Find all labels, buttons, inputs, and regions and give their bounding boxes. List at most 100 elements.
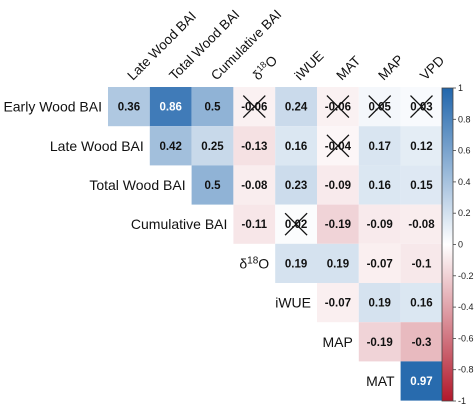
colorbar-tick-label: -0.8 bbox=[458, 365, 474, 375]
heatmap-cell: 0.23 bbox=[275, 165, 317, 205]
heatmap-cell: 0.19 bbox=[358, 283, 401, 323]
cell-background bbox=[317, 204, 359, 244]
cell-background bbox=[233, 165, 276, 205]
cell-value: 0.19 bbox=[285, 258, 307, 270]
heatmap-cell: 0.36 bbox=[108, 87, 150, 127]
cell-value: -0.07 bbox=[367, 258, 393, 270]
cell-background bbox=[233, 126, 276, 166]
cell-background bbox=[317, 243, 359, 283]
cell-background bbox=[358, 165, 401, 205]
heatmap-cell: 0.15 bbox=[400, 165, 443, 205]
cell-background bbox=[317, 283, 359, 323]
heatmap-cell: 0.16 bbox=[358, 165, 401, 205]
colorbar-tick-label: -0.6 bbox=[458, 333, 474, 343]
colorbar: 1 0.8 0.6 0.4 0.2 0 -0.2 -0.4 -0.6 -0.8 -1 bbox=[441, 83, 474, 406]
cell-value: 0.25 bbox=[201, 141, 224, 153]
colorbar-tick-label: 0.2 bbox=[458, 208, 471, 218]
cell-value: 0.36 bbox=[118, 102, 140, 114]
heatmap-cell: 0.5 bbox=[191, 165, 234, 205]
colorbar-tick-label: 1 bbox=[458, 83, 463, 93]
column-label-vpd: VPD bbox=[417, 53, 447, 83]
row-label-cumulative-bai: Cumulative BAI bbox=[131, 216, 227, 232]
colorbar-tick-label: 0.8 bbox=[458, 114, 471, 124]
cell-background bbox=[400, 165, 443, 205]
cell-value: 0.97 bbox=[410, 376, 432, 388]
heatmap-cell: -0.3 bbox=[400, 322, 443, 362]
cell-value: 0.15 bbox=[410, 180, 433, 192]
cell-background bbox=[400, 361, 443, 401]
heatmap-cell: -0.06 bbox=[317, 87, 359, 127]
heatmap-cell: 0.25 bbox=[191, 126, 234, 166]
cell-value: 0.86 bbox=[160, 102, 182, 114]
cell-value: 0.16 bbox=[369, 180, 391, 192]
cell-value: -0.06 bbox=[241, 102, 267, 114]
cell-background bbox=[400, 243, 443, 283]
cell-background bbox=[358, 322, 401, 362]
cell-background bbox=[108, 87, 150, 127]
heatmap-cell: 0.17 bbox=[358, 126, 401, 166]
heatmap-cell: -0.04 bbox=[317, 126, 359, 166]
column-label-delta18o: δ18O bbox=[249, 52, 280, 83]
heatmap-cell: 0.16 bbox=[400, 283, 443, 323]
cell-value: 0.5 bbox=[205, 180, 222, 192]
cell-background bbox=[275, 243, 317, 283]
cell-background bbox=[358, 126, 401, 166]
insignificant-cross-mark bbox=[410, 95, 433, 119]
colorbar-tick-label: -0.2 bbox=[458, 271, 474, 281]
colorbar-tick-label: 0 bbox=[458, 240, 463, 250]
cell-background bbox=[358, 283, 401, 323]
heatmap-cell: 0.24 bbox=[275, 87, 317, 127]
heatmap-cell: -0.09 bbox=[317, 165, 359, 205]
cell-value: -0.11 bbox=[242, 219, 268, 231]
heatmap-cell: -0.06 bbox=[233, 87, 276, 127]
heatmap-cell: -0.08 bbox=[400, 204, 443, 244]
cell-value: 0.5 bbox=[205, 102, 222, 114]
cell-background bbox=[191, 126, 234, 166]
cell-background bbox=[358, 243, 401, 283]
row-label-mat: MAT bbox=[366, 373, 395, 389]
cell-value: 0.03 bbox=[410, 102, 432, 114]
heatmap-cell: -0.11 bbox=[233, 204, 276, 244]
insignificant-cross-mark bbox=[326, 134, 350, 158]
cell-value: 0.24 bbox=[285, 102, 308, 114]
cell-background bbox=[275, 165, 317, 205]
cell-background bbox=[275, 87, 317, 127]
heatmap-cell: 0.02 bbox=[275, 204, 317, 244]
row-labels: Early Wood BAI Late Wood BAI Total Wood BA… bbox=[3, 99, 395, 389]
cell-value: -0.09 bbox=[367, 219, 393, 231]
cell-value: 0.42 bbox=[160, 141, 182, 153]
cell-value: -0.19 bbox=[367, 337, 393, 349]
cell-value: -0.3 bbox=[412, 337, 432, 349]
cell-value: 0.23 bbox=[285, 180, 307, 192]
heatmap-cell: 0.03 bbox=[400, 87, 443, 127]
cell-background bbox=[317, 165, 359, 205]
heatmap-cell: 0.42 bbox=[149, 126, 192, 166]
cell-background bbox=[400, 322, 443, 362]
cell-value: -0.19 bbox=[325, 219, 351, 231]
colorbar-tick-label: -0.4 bbox=[458, 302, 474, 312]
cell-value: -0.08 bbox=[241, 180, 268, 192]
colorbar-tick-label: -1 bbox=[458, 396, 466, 406]
heatmap-cell: -0.08 bbox=[233, 165, 276, 205]
cell-background bbox=[275, 126, 317, 166]
cell-background bbox=[400, 204, 443, 244]
row-label-iwue: iWUE bbox=[275, 295, 311, 311]
cell-value: 0.16 bbox=[410, 298, 432, 310]
insignificant-cross-mark bbox=[368, 95, 392, 119]
cell-background bbox=[233, 204, 276, 244]
row-label-late-wood-bai: Late Wood BAI bbox=[50, 138, 144, 154]
row-label-map: MAP bbox=[322, 334, 352, 350]
colorbar-tick-label: 0.4 bbox=[458, 177, 471, 187]
cell-value: 0.12 bbox=[410, 141, 432, 153]
cell-value: -0.06 bbox=[325, 102, 351, 114]
cell-value: 0.16 bbox=[285, 141, 307, 153]
heatmap-cell: -0.19 bbox=[317, 204, 359, 244]
heatmap-cell: 0.97 bbox=[400, 361, 443, 401]
row-label-delta18o: δ18O bbox=[239, 255, 269, 271]
cell-value: 0.19 bbox=[327, 258, 349, 270]
cell-background bbox=[400, 126, 443, 166]
heatmap-cell: 0.19 bbox=[275, 243, 317, 283]
cell-value: -0.1 bbox=[412, 258, 432, 270]
